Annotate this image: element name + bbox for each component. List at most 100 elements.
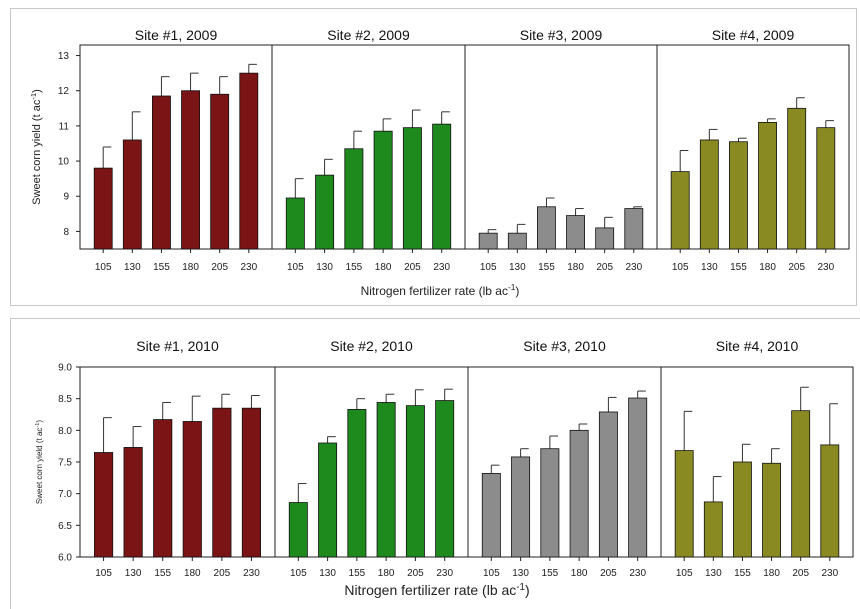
x-tick-label: 105 [95,568,112,579]
bar [318,442,338,558]
bar [123,447,143,558]
chart-2010: 6.0 6.5 7.0 7.5 8.0 8.5 9.0 Sweet corn yield (t… [35,338,854,599]
panel-title: Site #1, 2009 [135,27,218,43]
x-tick-label: 155 [153,262,170,273]
y-tick-label: 9 [63,192,69,203]
panel-site-1-2010: Site #1, 2010 105 130 155 180 205 230 [79,338,276,579]
y-tick-label: 7.5 [58,458,72,469]
bar [210,93,230,250]
y-tick-label: 13 [58,51,70,62]
panel-site-3-2009: Site #3, 2009 105 130 155 180 205 230 [464,27,658,273]
bar [93,452,114,558]
bar [762,462,781,558]
bar [344,148,364,250]
bar [670,171,690,250]
x-tick-label: 205 [596,262,613,273]
bar [182,421,202,558]
panel-site-2-2009: Site #2, 2009 105 130 155 180 205 230 [271,27,466,273]
x-tick-label: 230 [817,262,834,273]
x-tick-label: 105 [672,262,689,273]
x-tick-label: 130 [701,262,718,273]
bar [787,107,807,250]
x-tick-label: 155 [349,568,366,579]
bar [435,400,455,558]
x-tick-label: 180 [184,568,201,579]
bar [699,139,719,250]
x-tick-label: 130 [705,568,722,579]
y-tick-label: 11 [59,121,70,132]
bar [241,407,262,558]
x-tick-label: 180 [182,262,199,273]
bar [595,227,615,250]
bar [239,72,259,250]
bar [674,450,694,558]
panel-title: Site #1, 2010 [136,338,219,354]
x-tick-label: 130 [319,568,336,579]
x-tick-label: 205 [407,568,424,579]
panel-site-2-2010: Site #2, 2010 105 130 155 180 205 230 [274,338,469,579]
bar [758,121,777,250]
bar [405,405,425,558]
x-tick-label: 130 [125,568,142,579]
x-tick-label: 105 [95,262,112,273]
x-tick-label: 205 [404,262,421,273]
bar [402,127,422,250]
x-tick-label: 205 [792,568,809,579]
x-tick-label: 230 [243,568,260,579]
bar [373,130,393,250]
bar [628,397,648,558]
x-tick-label: 130 [512,568,529,579]
x-tick-label: 105 [483,568,500,579]
x-tick-label: 155 [542,568,559,579]
x-axis-label: Nitrogen fertilizer rate (lb ac-1) [361,282,520,298]
bar [152,95,171,250]
x-tick-label: 205 [211,262,228,273]
x-tick-label: 155 [730,262,747,273]
bar [537,206,556,250]
bar [315,174,335,250]
panel-title: Site #4, 2010 [716,338,799,354]
bar [598,411,618,558]
x-tick-label: 155 [734,568,751,579]
bar [729,141,748,250]
bar [507,232,527,250]
bar [820,444,840,558]
bar [624,208,644,250]
y-tick-label: 9.0 [58,363,72,374]
x-tick-label: 180 [378,568,395,579]
x-axis-label: Nitrogen fertilizer rate (lb ac-1) [344,582,529,599]
panel-frame [660,366,854,558]
x-tick-label: 230 [629,568,646,579]
x-tick-label: 130 [509,262,526,273]
panel-title: Site #3, 2009 [520,27,603,43]
x-tick-label: 230 [821,568,838,579]
bar [566,215,585,250]
bar [733,461,752,558]
x-tick-label: 230 [240,262,257,273]
bar [122,139,142,250]
bar [791,410,811,558]
y-axis-label: Sweet corn yield (t ac-1) [35,420,44,504]
panel-title: Site #2, 2010 [330,338,413,354]
bar [703,501,723,558]
panel-site-4-2009: Site #4, 2009 105 130 155 180 205 230 [656,27,850,273]
panel-frame [656,44,850,250]
bar [478,232,498,250]
x-tick-label: 205 [788,262,805,273]
bar [481,472,501,558]
bar [432,123,452,250]
bar [212,407,232,558]
x-tick-label: 105 [676,568,693,579]
bar [347,409,367,558]
x-tick-label: 180 [759,262,776,273]
x-tick-label: 180 [571,568,588,579]
panel-site-3-2010: Site #3, 2010 105 130 155 180 205 230 [467,338,662,579]
bar [181,90,200,250]
bar [540,448,560,558]
bar [376,402,396,558]
panel-title: Site #3, 2010 [523,338,606,354]
x-tick-label: 105 [290,568,307,579]
x-tick-label: 230 [625,262,642,273]
panel-site-4-2010: Site #4, 2010 105 130 155 180 205 230 [660,338,854,579]
